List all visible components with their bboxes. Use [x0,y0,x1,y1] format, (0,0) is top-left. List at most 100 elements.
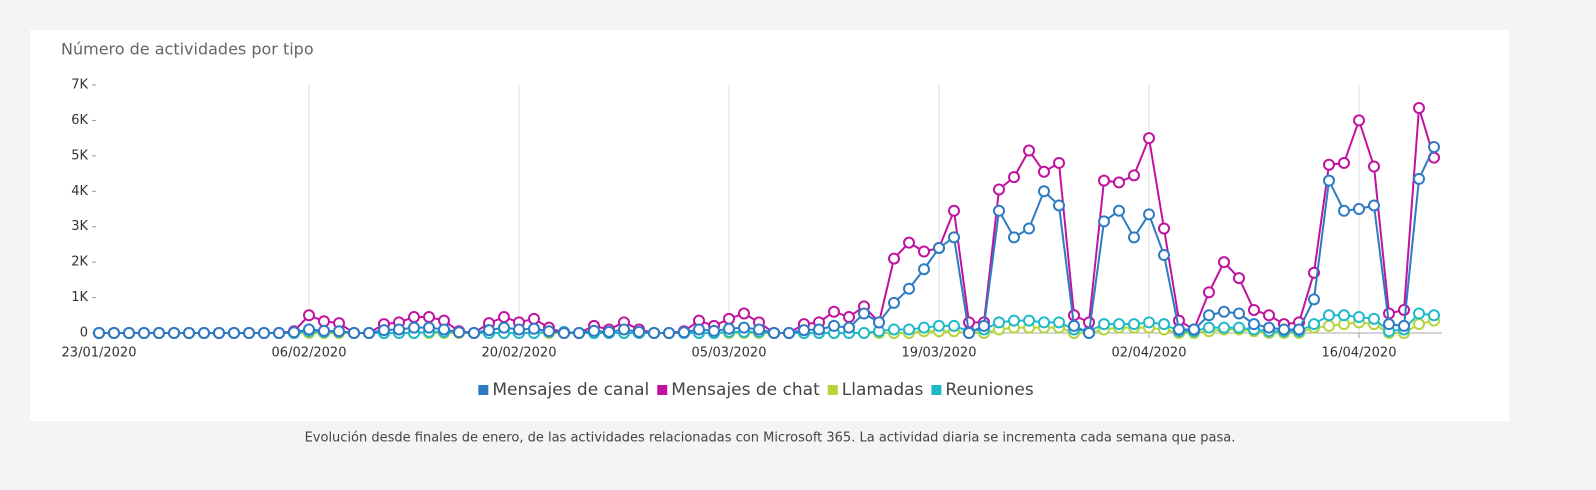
data-point [318,324,330,337]
data-point [648,327,660,339]
y-tick-label: 5K [71,148,88,163]
data-point [873,316,885,329]
series [93,141,1440,339]
data-point [1023,314,1035,327]
legend-label: Mensajes de canal [492,380,649,400]
card [30,30,1509,421]
data-point [408,321,420,334]
y-tick-label: 2K [71,255,88,270]
data-point [1368,160,1380,173]
data-point [1428,141,1440,153]
data-point [1158,249,1170,262]
data-point [738,321,750,334]
data-point [1113,204,1125,217]
chart-title: Número de actividades por tipo [61,40,314,59]
data-point [783,327,795,339]
legend-swatch [827,385,838,395]
data-point [1353,203,1365,215]
data-point [1218,321,1230,334]
data-point [1323,319,1335,332]
data-point [1338,156,1350,169]
data-point [948,204,960,217]
data-point [138,327,150,339]
data-point [1053,156,1065,169]
y-tick-label: 3K [71,219,88,234]
data-point [798,324,810,337]
legend: Mensajes de canal Mensajes de chat Llamada… [478,380,1034,400]
data-point [918,263,930,276]
data-point [318,315,330,328]
legend-swatch [478,385,489,395]
data-point [933,241,945,254]
data-point [1128,318,1140,331]
data-point [1323,309,1335,322]
data-point [1248,303,1260,316]
data-point [1143,316,1155,329]
data-point [108,327,120,339]
data-point [1428,309,1440,322]
x-tick-label: 23/01/2020 [62,346,137,361]
data-point [1338,309,1350,322]
data-point [768,327,780,339]
data-point [1233,272,1245,285]
legend-label: Mensajes de chat [671,380,820,400]
data-point [1128,169,1140,182]
data-point [738,307,750,320]
legend-swatch [931,385,942,395]
data-point [198,327,210,339]
data-point [1158,222,1170,235]
data-point [183,327,195,339]
data-point [1323,158,1335,171]
data-point [1368,312,1380,325]
data-point [723,312,735,325]
data-point [678,326,690,339]
data-point [1218,256,1230,269]
data-point [1173,323,1185,336]
data-point [1203,286,1215,299]
data-point [753,323,765,336]
data-point [1263,321,1275,334]
x-tick-label: 16/04/2020 [1322,346,1397,361]
data-point [1098,215,1110,228]
data-point [963,327,975,339]
data-point [438,323,450,336]
data-point [1023,144,1035,157]
data-point [603,325,615,338]
data-point [1158,318,1170,331]
data-point [1038,316,1050,329]
data-point [1038,185,1050,198]
data-point [378,324,390,337]
data-point [258,327,270,339]
data-point [1008,231,1020,244]
data-point [243,327,255,339]
data-point [498,311,510,324]
data-point [303,323,315,336]
data-point [168,327,180,339]
data-point [828,319,840,332]
data-point [1008,314,1020,327]
data-point [1053,316,1065,329]
data-point [1068,319,1080,332]
data-point [1128,231,1140,244]
data-point [543,325,555,338]
data-point [813,323,825,336]
data-point [1323,174,1335,187]
y-tick-label: 7K [71,78,88,93]
data-point [333,325,345,338]
x-tick-label: 02/04/2020 [1112,346,1187,361]
data-point [1113,318,1125,331]
x-tick-label: 19/03/2020 [902,346,977,361]
data-point [663,327,675,339]
data-point [978,319,990,332]
data-point [363,327,375,339]
data-point [1218,305,1230,318]
data-point [918,321,930,334]
data-point [303,309,315,322]
data-point [1413,318,1425,331]
data-point [1143,208,1155,221]
data-point [1353,311,1365,324]
data-point [1353,114,1365,127]
data-point [1038,165,1050,178]
data-point [1398,303,1410,316]
